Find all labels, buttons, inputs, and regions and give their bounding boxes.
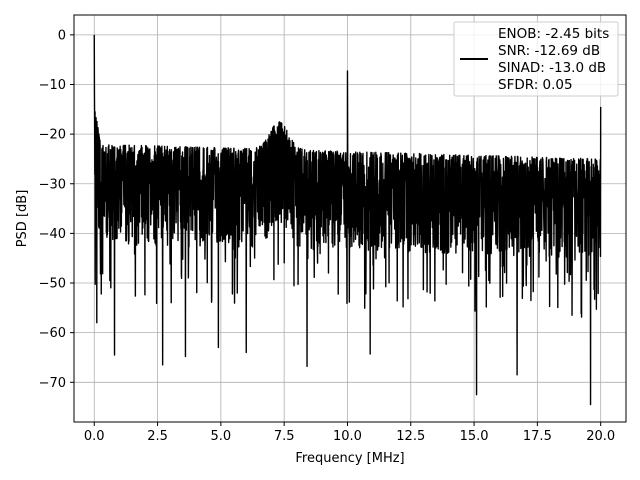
y-tick-label: −50 xyxy=(39,277,66,292)
legend-sfdr: SFDR: 0.05 xyxy=(498,77,573,93)
y-tick-label: −40 xyxy=(39,227,66,242)
y-tick-label: 0 xyxy=(58,28,66,43)
y-tick-label: −30 xyxy=(39,177,66,192)
y-tick-label: −20 xyxy=(39,128,66,143)
psd-line xyxy=(93,34,602,406)
x-axis: 0.0 2.5 5.0 7.5 10.0 12.5 15.0 17.5 20.0 xyxy=(84,422,615,444)
x-tick-label: 2.5 xyxy=(147,429,168,444)
x-tick-label: 15.0 xyxy=(460,429,489,444)
x-tick-label: 12.5 xyxy=(396,429,425,444)
x-tick-label: 10.0 xyxy=(333,429,362,444)
x-tick-label: 5.0 xyxy=(211,429,232,444)
y-axis: 0 −10 −20 −30 −40 −50 −60 −70 xyxy=(39,28,74,391)
x-tick-label: 17.5 xyxy=(523,429,552,444)
x-tick-label: 7.5 xyxy=(274,429,295,444)
x-tick-label: 20.0 xyxy=(586,429,615,444)
series-group xyxy=(93,34,602,406)
legend: ENOB: -2.45 bits SNR: -12.69 dB SINAD: -… xyxy=(453,21,619,97)
y-tick-label: −60 xyxy=(39,326,66,341)
y-axis-label: PSD [dB] xyxy=(15,190,30,248)
legend-enob: ENOB: -2.45 bits xyxy=(498,26,609,42)
y-tick-label: −10 xyxy=(39,78,66,93)
x-tick-label: 0.0 xyxy=(84,429,105,444)
plot-frame xyxy=(73,14,627,423)
y-tick-label: −70 xyxy=(39,376,66,391)
legend-sinad: SINAD: -13.0 dB xyxy=(498,60,606,76)
legend-box xyxy=(453,21,619,97)
legend-snr: SNR: -12.69 dB xyxy=(498,43,600,59)
x-axis-label: Frequency [MHz] xyxy=(295,451,404,466)
